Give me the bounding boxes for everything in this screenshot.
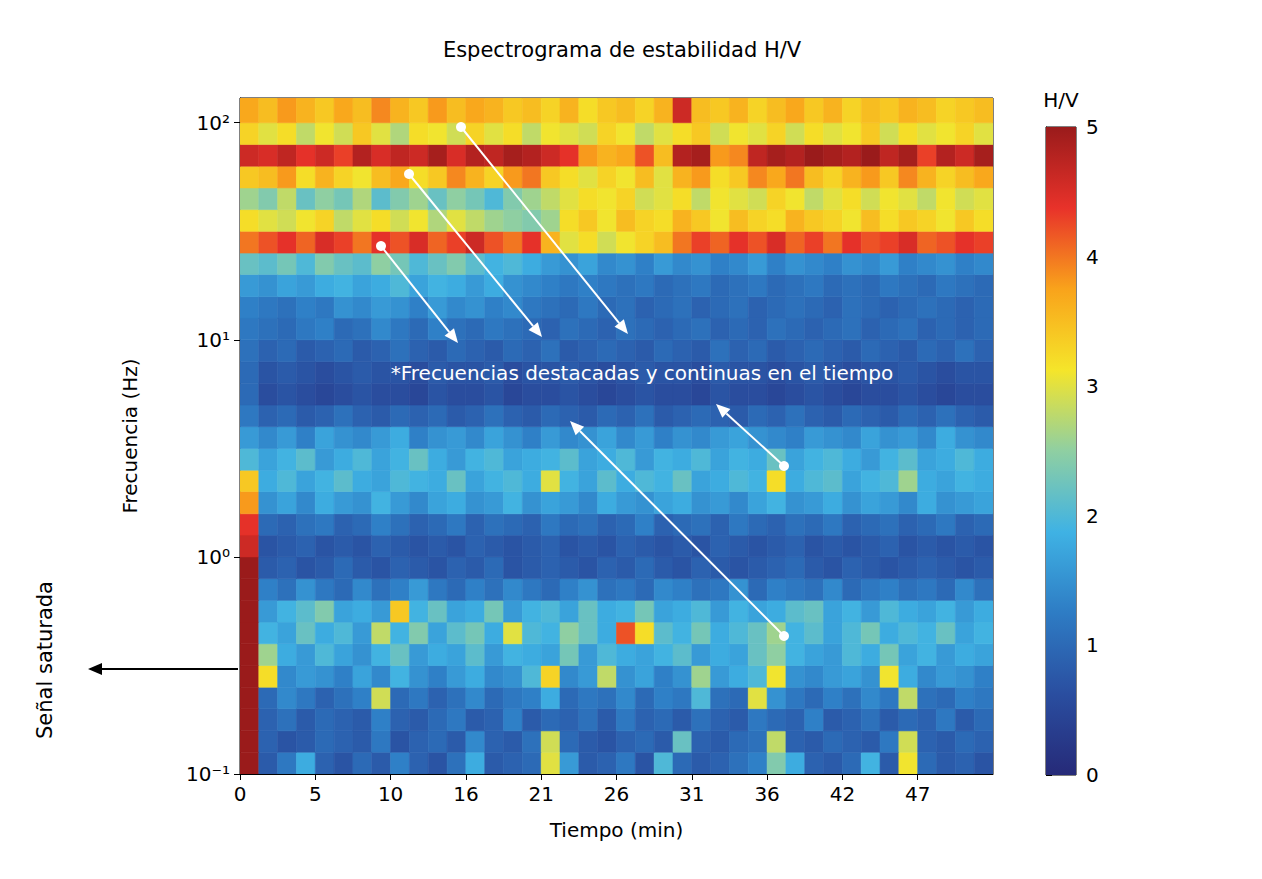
svg-text:16: 16 xyxy=(453,782,478,806)
svg-text:47: 47 xyxy=(905,782,930,806)
svg-text:*Frecuencias destacadas y cont: *Frecuencias destacadas y continuas en e… xyxy=(391,361,893,385)
svg-text:0: 0 xyxy=(234,782,247,806)
svg-text:4: 4 xyxy=(1086,245,1099,269)
svg-text:0: 0 xyxy=(1086,763,1099,787)
svg-text:21: 21 xyxy=(528,782,553,806)
svg-text:26: 26 xyxy=(604,782,629,806)
svg-text:Tiempo (min): Tiempo (min) xyxy=(549,818,684,842)
svg-text:31: 31 xyxy=(679,782,704,806)
svg-text:5: 5 xyxy=(309,782,322,806)
svg-text:42: 42 xyxy=(830,782,855,806)
svg-text:36: 36 xyxy=(754,782,779,806)
svg-text:2: 2 xyxy=(1086,504,1099,528)
svg-text:1: 1 xyxy=(1086,633,1099,657)
svg-text:Frecuencia (Hz): Frecuencia (Hz) xyxy=(118,358,142,513)
svg-text:H/V: H/V xyxy=(1043,88,1079,112)
svg-text:3: 3 xyxy=(1086,374,1099,398)
svg-text:10⁻¹: 10⁻¹ xyxy=(186,762,230,786)
svg-text:10⁰: 10⁰ xyxy=(197,545,230,569)
svg-text:10²: 10² xyxy=(197,111,230,135)
svg-text:Espectrograma de estabilidad H: Espectrograma de estabilidad H/V xyxy=(443,38,802,62)
svg-text:Señal saturada: Señal saturada xyxy=(33,581,57,739)
svg-text:10: 10 xyxy=(378,782,403,806)
svg-text:10¹: 10¹ xyxy=(197,328,230,352)
svg-text:5: 5 xyxy=(1086,115,1099,139)
